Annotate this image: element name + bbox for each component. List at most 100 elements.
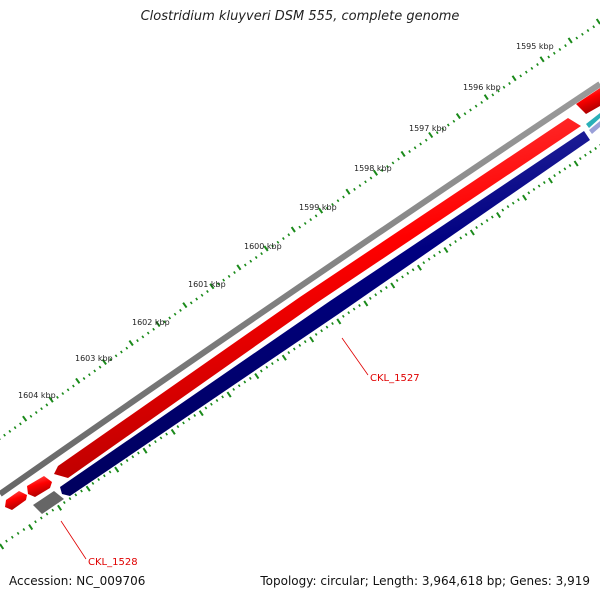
accession-text: Accession: NC_009706 [9,574,146,588]
major-tick [128,340,134,347]
gene-forward-small-2[interactable] [5,491,27,510]
gene-ckl-1527-forward[interactable] [54,118,581,478]
minor-tick [39,516,43,520]
major-tick [170,428,176,435]
minor-tick [189,301,193,305]
minor-tick [265,365,269,369]
minor-tick [584,153,587,157]
kbp-label: 1598 kbp [354,164,392,173]
major-tick [469,229,475,236]
gene-teal[interactable] [586,113,600,128]
minor-tick [401,275,404,279]
minor-tick [435,131,439,135]
major-tick [511,75,517,82]
minor-tick [353,187,356,191]
minor-tick [314,214,318,218]
minor-tick [103,474,106,478]
minor-tick [200,293,204,297]
kbp-label: 1604 kbp [18,391,56,400]
minor-tick [379,289,383,293]
gene-forward-small-1[interactable] [27,476,52,497]
minor-tick [120,350,123,354]
minor-tick [187,417,191,421]
minor-tick [34,411,38,414]
minor-tick [501,208,505,212]
major-tick [254,373,260,380]
major-tick [0,543,5,550]
minor-tick [408,150,411,154]
gene-label-ckl-1527[interactable]: CKL_1527 [370,373,420,384]
minor-tick [82,377,86,380]
minor-tick [206,290,209,293]
major-tick [226,391,232,398]
major-tick [443,246,449,254]
major-tick [155,321,161,328]
minor-tick [524,70,528,74]
minor-tick [136,339,139,343]
gene-light-blue[interactable] [589,121,600,134]
major-tick [547,177,553,184]
minor-tick [578,157,582,161]
minor-tick [248,376,252,380]
gene-reverse-blue[interactable] [60,131,590,496]
major-tick [390,282,396,289]
minor-tick [314,332,318,336]
major-tick [539,56,545,63]
kbp-labels: 1595 kbp 1596 kbp 1597 kbp 1598 kbp 1599… [18,42,554,400]
minor-tick [506,205,510,209]
minor-tick [448,243,452,247]
minor-tick [66,388,70,392]
minor-tick [303,340,307,344]
minor-tick [232,387,236,391]
minor-tick [358,184,362,188]
minor-tick [298,343,302,347]
major-tick [455,113,461,120]
minor-tick [40,407,43,411]
minor-tick [411,268,415,272]
minor-tick [558,170,562,174]
minor-tick [586,29,590,33]
gene-pseudo-gray[interactable] [33,491,64,514]
minor-tick [575,36,579,40]
minor-tick [419,142,422,146]
minor-tick [537,184,541,188]
minor-tick [342,195,345,199]
minor-tick [88,373,91,377]
major-tick [363,300,369,307]
major-tick [28,524,34,531]
minor-tick [259,369,263,373]
minor-tick [459,236,463,240]
minor-tick [109,358,113,362]
minor-tick [276,358,280,362]
minor-tick [592,25,596,29]
major-tick [85,485,91,492]
minor-tick [422,261,426,265]
minor-tick [320,329,323,333]
minor-tick [80,489,83,493]
major-tick [496,212,502,219]
minor-tick [558,47,562,51]
major-tick [281,354,287,361]
minor-tick [146,331,150,335]
major-tick [318,207,324,214]
major-tick [595,18,600,25]
minor-tick [480,222,484,226]
gene-label-ckl-1528[interactable]: CKL_1528 [88,557,138,568]
gene-forward-top-right[interactable] [576,88,600,114]
kbp-label: 1601 kbp [188,280,226,289]
minor-tick [5,539,8,543]
major-tick [57,504,63,511]
minor-tick [519,74,523,78]
major-tick [182,302,188,309]
minor-tick [386,165,389,169]
major-tick [236,264,242,271]
kbp-label: 1596 kbp [463,83,501,92]
minor-tick [395,278,399,282]
minor-tick [271,362,274,366]
minor-tick [475,226,478,230]
minor-tick [469,108,472,112]
minor-tick [530,66,534,70]
minor-tick [490,215,494,219]
minor-tick [374,293,378,297]
